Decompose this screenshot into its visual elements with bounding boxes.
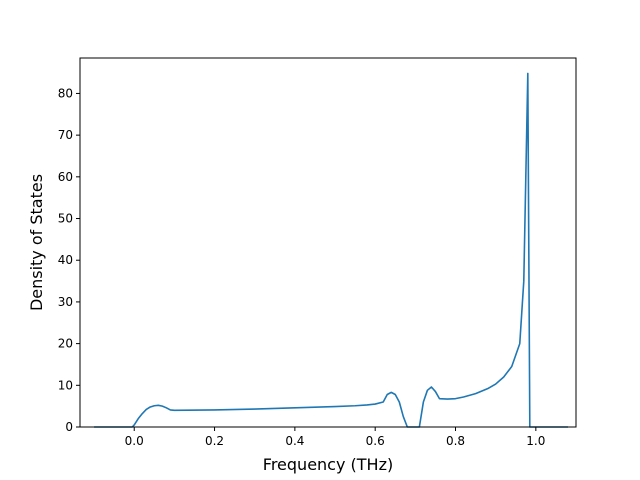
y-tick-label: 10 (58, 378, 73, 392)
plot-layer (94, 72, 568, 428)
x-axis-ticks: 0.0 0.2 0.4 0.6 0.8 1.0 (125, 427, 545, 448)
x-tick-label: 0.8 (446, 434, 465, 448)
x-tick-label: 1.0 (526, 434, 545, 448)
x-tick-label: 0.6 (366, 434, 385, 448)
y-tick-label: 60 (58, 170, 73, 184)
y-tick-label: 50 (58, 212, 73, 226)
dos-series-line (94, 72, 568, 428)
y-axis-ticks: 0 10 20 30 40 50 60 70 80 (58, 86, 80, 434)
y-tick-label: 0 (65, 420, 73, 434)
y-tick-label: 80 (58, 86, 73, 100)
x-tick-label: 0.0 (125, 434, 144, 448)
y-tick-label: 70 (58, 128, 73, 142)
y-tick-label: 40 (58, 253, 73, 267)
x-axis-label: Frequency (THz) (263, 455, 393, 474)
y-axis-label: Density of States (27, 174, 46, 311)
x-tick-label: 0.4 (285, 434, 304, 448)
y-tick-label: 20 (58, 337, 73, 351)
plot-frame (79, 57, 577, 428)
x-tick-label: 0.2 (205, 434, 224, 448)
y-tick-label: 30 (58, 295, 73, 309)
